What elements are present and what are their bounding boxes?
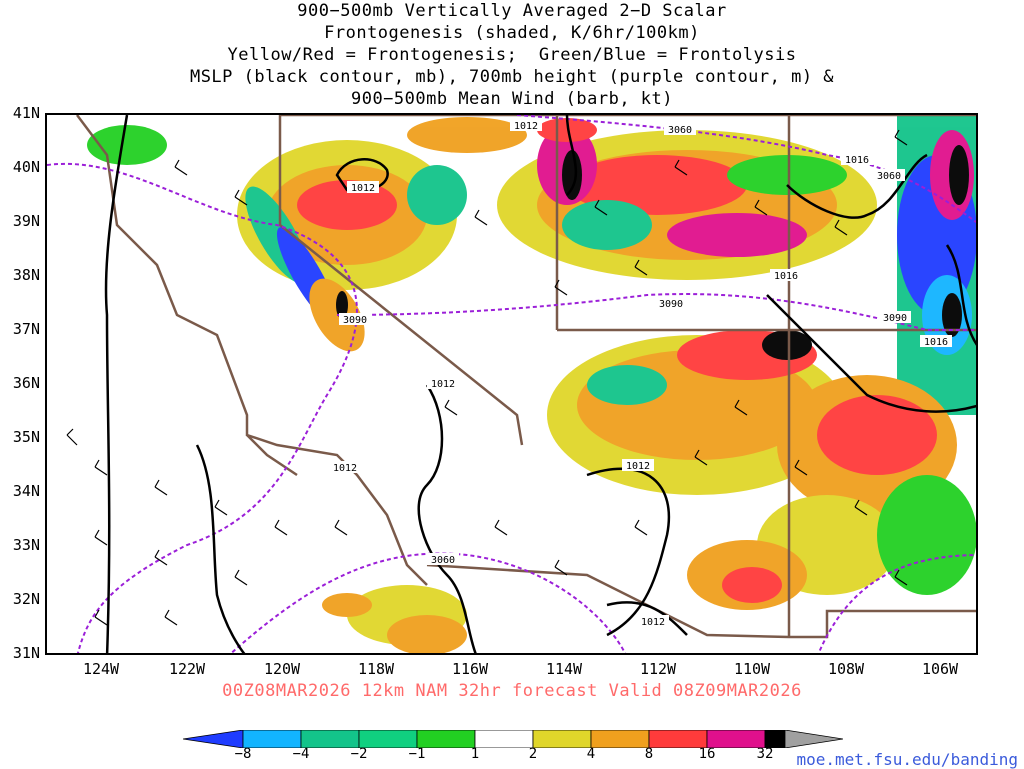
contour-labels: 1012 1012 1012 1012 1016 1016 1016 1012 … xyxy=(329,119,952,628)
state-borders xyxy=(76,115,976,639)
svg-text:1016: 1016 xyxy=(845,155,869,166)
lon-label-108w: 108W xyxy=(827,660,865,678)
lat-label-32n: 32N xyxy=(12,590,40,608)
height-label-1: 3060 xyxy=(664,123,696,136)
height-label-6: 3060 xyxy=(427,553,459,566)
colorbar-label-7: 8 xyxy=(644,746,654,762)
lon-label-112w: 112W xyxy=(639,660,677,678)
height-contours xyxy=(47,115,976,653)
colorbar-label-9: 32 xyxy=(756,746,774,762)
svg-text:3060: 3060 xyxy=(877,171,901,182)
svg-text:1012: 1012 xyxy=(641,617,665,628)
title-line-3: Yellow/Red = Frontogenesis; Green/Blue =… xyxy=(227,45,797,65)
svg-text:1012: 1012 xyxy=(626,461,650,472)
lon-label-122w: 122W xyxy=(168,660,206,678)
svg-text:1012: 1012 xyxy=(431,379,455,390)
colorbar-label-4: 1 xyxy=(470,746,480,762)
height-label-5: 3090 xyxy=(879,311,911,324)
colorbar-swatch-11 xyxy=(784,730,843,748)
svg-text:1016: 1016 xyxy=(774,271,798,282)
height-label-3: 3090 xyxy=(655,297,687,310)
lat-label-34n: 34N xyxy=(12,482,40,500)
frontogenesis-field: 1012 1012 1012 1012 1016 1016 1016 1012 … xyxy=(47,115,976,653)
map-panel: 1012 1012 1012 1012 1016 1016 1016 1012 … xyxy=(45,113,978,655)
svg-text:1012: 1012 xyxy=(351,183,375,194)
lat-label-33n: 33N xyxy=(12,536,40,554)
title-line-4: MSLP (black contour, mb), 700mb height (… xyxy=(189,67,835,87)
forecast-valid-time: 00Z08MAR2026 12km NAM 32hr forecast Vali… xyxy=(222,681,802,701)
colorbar-label-5: 2 xyxy=(528,746,538,762)
frontogenesis-shading xyxy=(87,115,976,653)
mslp-label-8: 1012 xyxy=(622,459,654,472)
svg-text:1012: 1012 xyxy=(333,463,357,474)
svg-text:3060: 3060 xyxy=(668,125,692,136)
lat-label-31n: 31N xyxy=(12,644,40,662)
mslp-label-3: 1012 xyxy=(427,377,459,390)
colorbar-label-0: −8 xyxy=(234,746,252,762)
lon-label-106w: 106W xyxy=(921,660,959,678)
mslp-label-5: 1016 xyxy=(841,153,873,166)
height-label-4: 3090 xyxy=(339,313,371,326)
mslp-label-7: 1016 xyxy=(920,335,952,348)
svg-text:3090: 3090 xyxy=(883,313,907,324)
svg-text:1016: 1016 xyxy=(924,337,948,348)
mslp-label-2: 1012 xyxy=(347,181,379,194)
wind-barbs xyxy=(66,129,908,626)
colorbar-label-3: −1 xyxy=(408,746,426,762)
mslp-label-1: 1012 xyxy=(510,119,542,132)
svg-text:3060: 3060 xyxy=(431,555,455,566)
source-credit: moe.met.fsu.edu/banding xyxy=(796,750,1018,769)
colorbar-label-2: −2 xyxy=(350,746,368,762)
lat-label-38n: 38N xyxy=(12,266,40,284)
lon-label-124w: 124W xyxy=(82,660,120,678)
lon-label-110w: 110W xyxy=(733,660,771,678)
mslp-label-4: 1012 xyxy=(329,461,361,474)
colorbar xyxy=(183,730,843,748)
colorbar-label-6: 4 xyxy=(586,746,596,762)
lat-label-36n: 36N xyxy=(12,374,40,392)
mslp-label-6: 1016 xyxy=(770,269,802,282)
svg-text:3090: 3090 xyxy=(343,315,367,326)
lat-label-40n: 40N xyxy=(12,158,40,176)
title-line-2: Frontogenesis (shaded, K/6hr/100km) xyxy=(324,23,700,43)
lat-label-35n: 35N xyxy=(12,428,40,446)
svg-text:1012: 1012 xyxy=(514,121,538,132)
mslp-label-9: 1012 xyxy=(637,615,669,628)
lon-label-120w: 120W xyxy=(263,660,301,678)
lat-label-37n: 37N xyxy=(12,320,40,338)
lon-label-118w: 118W xyxy=(357,660,395,678)
colorbar-label-8: 16 xyxy=(698,746,716,762)
map-title: 900−500mb Vertically Averaged 2−D Scalar… xyxy=(0,0,1024,110)
svg-text:3090: 3090 xyxy=(659,299,683,310)
lat-label-41n: 41N xyxy=(12,104,40,122)
colorbar-label-1: −4 xyxy=(292,746,310,762)
title-line-5: 900−500mb Mean Wind (barb, kt) xyxy=(350,89,674,109)
lon-label-116w: 116W xyxy=(451,660,489,678)
title-line-1: 900−500mb Vertically Averaged 2−D Scalar xyxy=(297,1,727,21)
lon-label-114w: 114W xyxy=(545,660,583,678)
height-label-2: 3060 xyxy=(873,169,905,182)
lat-label-39n: 39N xyxy=(12,212,40,230)
